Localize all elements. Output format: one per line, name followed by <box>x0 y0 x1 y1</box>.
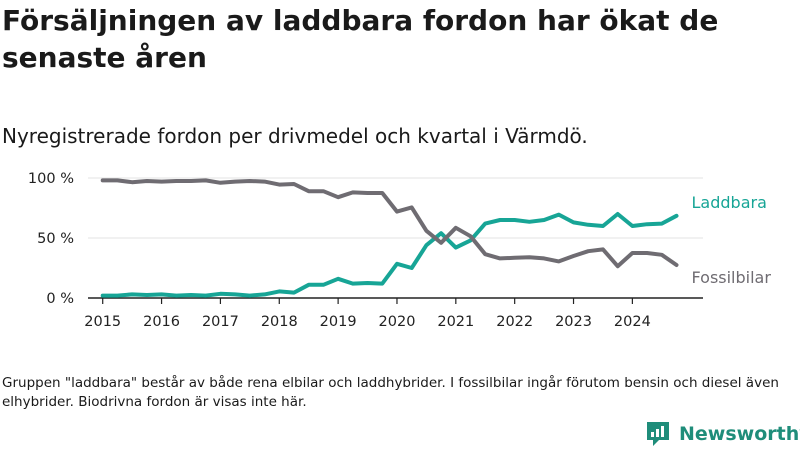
series-line-laddbara <box>100 212 679 298</box>
x-tick-label-2021: 2021 <box>437 314 474 330</box>
x-tick-label-2022: 2022 <box>496 314 533 330</box>
x-tick-label-2015: 2015 <box>84 314 121 330</box>
y-tick-label-50: 50 % <box>37 231 74 247</box>
brand-logo: Newsworthy <box>645 420 800 448</box>
y-tick-label-100: 100 % <box>28 171 74 187</box>
x-tick-label-2018: 2018 <box>261 314 298 330</box>
x-tick-label-2016: 2016 <box>143 314 180 330</box>
x-tick-label-2020: 2020 <box>379 314 416 330</box>
chart-subtitle: Nyregistrerade fordon per drivmedel och … <box>2 124 588 148</box>
chart-title: Försäljningen av laddbara fordon har öka… <box>2 4 719 74</box>
x-tick-label-2023: 2023 <box>555 314 592 330</box>
y-tick-label-0: 0 % <box>46 291 74 307</box>
x-axis-ticks: 2015 2016 2017 2018 2019 2020 2021 2022 2023 2024 <box>84 298 651 330</box>
gridlines <box>88 177 703 239</box>
series-labels: Laddbara Fossilbilar <box>692 193 772 287</box>
series-label-fossil: Fossilbilar <box>692 268 772 287</box>
series-line-fossil <box>100 178 679 269</box>
brand-name: Newsworthy <box>679 423 800 445</box>
x-tick-label-2019: 2019 <box>320 314 357 330</box>
x-tick-label-2017: 2017 <box>202 314 239 330</box>
x-tick-label-2024: 2024 <box>614 314 651 330</box>
series-label-laddbara: Laddbara <box>692 193 767 212</box>
newsworthy-logo-icon <box>647 422 669 446</box>
y-axis-ticks: 0 % 50 % 100 % <box>28 171 74 307</box>
footnote: Gruppen "laddbara" består av både rena e… <box>2 375 779 410</box>
series-lines <box>100 178 679 298</box>
